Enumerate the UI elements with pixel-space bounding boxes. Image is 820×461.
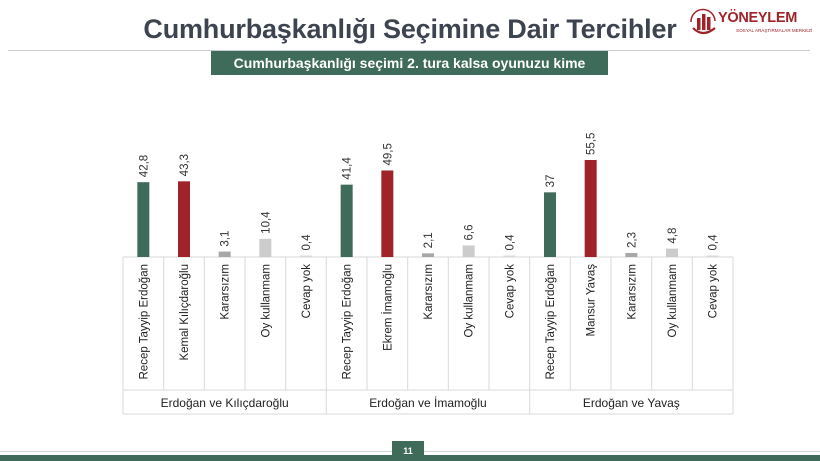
category-label: Ekrem İmamoğlu — [381, 264, 394, 351]
data-label: 0,4 — [504, 234, 516, 251]
data-label: 10,4 — [260, 211, 272, 234]
data-label: 37 — [545, 175, 557, 188]
bar — [422, 253, 434, 257]
data-label: 55,5 — [586, 133, 598, 155]
data-label: 49,5 — [382, 143, 394, 165]
category-label: Cevap yok — [708, 264, 720, 319]
bar — [137, 182, 150, 257]
bar — [666, 248, 678, 257]
bar — [706, 255, 719, 257]
page-number-text: 11 — [403, 446, 413, 456]
bar — [462, 245, 475, 257]
bar — [340, 184, 353, 257]
group-label: Erdoğan ve Yavaş — [583, 396, 680, 410]
question-text: Cumhurbaşkanlığı seçimi 2. tura kalsa oy… — [233, 55, 586, 71]
data-label: 3,1 — [220, 231, 232, 247]
data-label: 0,4 — [301, 234, 313, 251]
group-label: Erdoğan ve Kılıçdaroğlu — [161, 396, 289, 410]
category-label: Cevap yok — [504, 264, 516, 319]
category-label: Oy kullanmam — [667, 264, 679, 338]
bar — [178, 181, 190, 257]
logo-icon — [690, 8, 716, 35]
question-banner: Cumhurbaşkanlığı seçimi 2. tura kalsa oy… — [211, 51, 608, 75]
category-label: Mansur Yavaş — [586, 264, 598, 337]
data-label: 4,8 — [667, 228, 679, 244]
category-label: Kararsızım — [220, 264, 232, 320]
data-label: 2,3 — [626, 232, 638, 248]
bar — [259, 238, 272, 257]
bar — [381, 170, 394, 257]
bar — [300, 255, 312, 257]
bar — [544, 192, 556, 257]
title-divider — [8, 50, 810, 51]
bar — [503, 255, 516, 257]
bar-chart: 42,8 Recep Tayyip Erdoğan 43,3 Kemal Kılıçd… — [122, 133, 734, 415]
logo-tagline: SOSYAL ARAŞTIRMALAR MERKEZİ — [736, 28, 813, 33]
category-label: Oy kullanmam — [464, 264, 476, 338]
data-label: 0,4 — [708, 234, 720, 251]
category-label: Oy kullanmam — [260, 264, 272, 338]
data-label: 2,1 — [423, 232, 435, 248]
data-label: 6,6 — [464, 224, 476, 240]
bar — [218, 251, 231, 257]
category-label: Kararsızım — [423, 264, 435, 320]
category-label: Kararsızım — [626, 264, 638, 320]
bar — [625, 252, 638, 257]
group-label: Erdoğan ve İmamoğlu — [369, 396, 486, 410]
yoneylem-logo: YÖNEYLEM SOSYAL ARAŞTIRMALAR MERKEZİ — [688, 8, 812, 42]
data-label: 41,4 — [342, 157, 354, 180]
category-label: Recep Tayyip Erdoğan — [545, 264, 557, 380]
data-label: 42,8 — [138, 155, 150, 177]
category-label: Kemal Kılıçdaroğlu — [179, 264, 191, 361]
data-label: 43,3 — [179, 154, 191, 176]
category-label: Recep Tayyip Erdoğan — [342, 264, 354, 380]
bar — [584, 160, 597, 257]
category-label: Recep Tayyip Erdoğan — [138, 264, 150, 380]
page-title: Cumhurbaşkanlığı Seçimine Dair Tercihler — [143, 14, 677, 44]
logo-wordmark: YÖNEYLEM — [718, 10, 797, 26]
category-label: Cevap yok — [301, 264, 313, 319]
page-number: 11 — [392, 441, 424, 461]
